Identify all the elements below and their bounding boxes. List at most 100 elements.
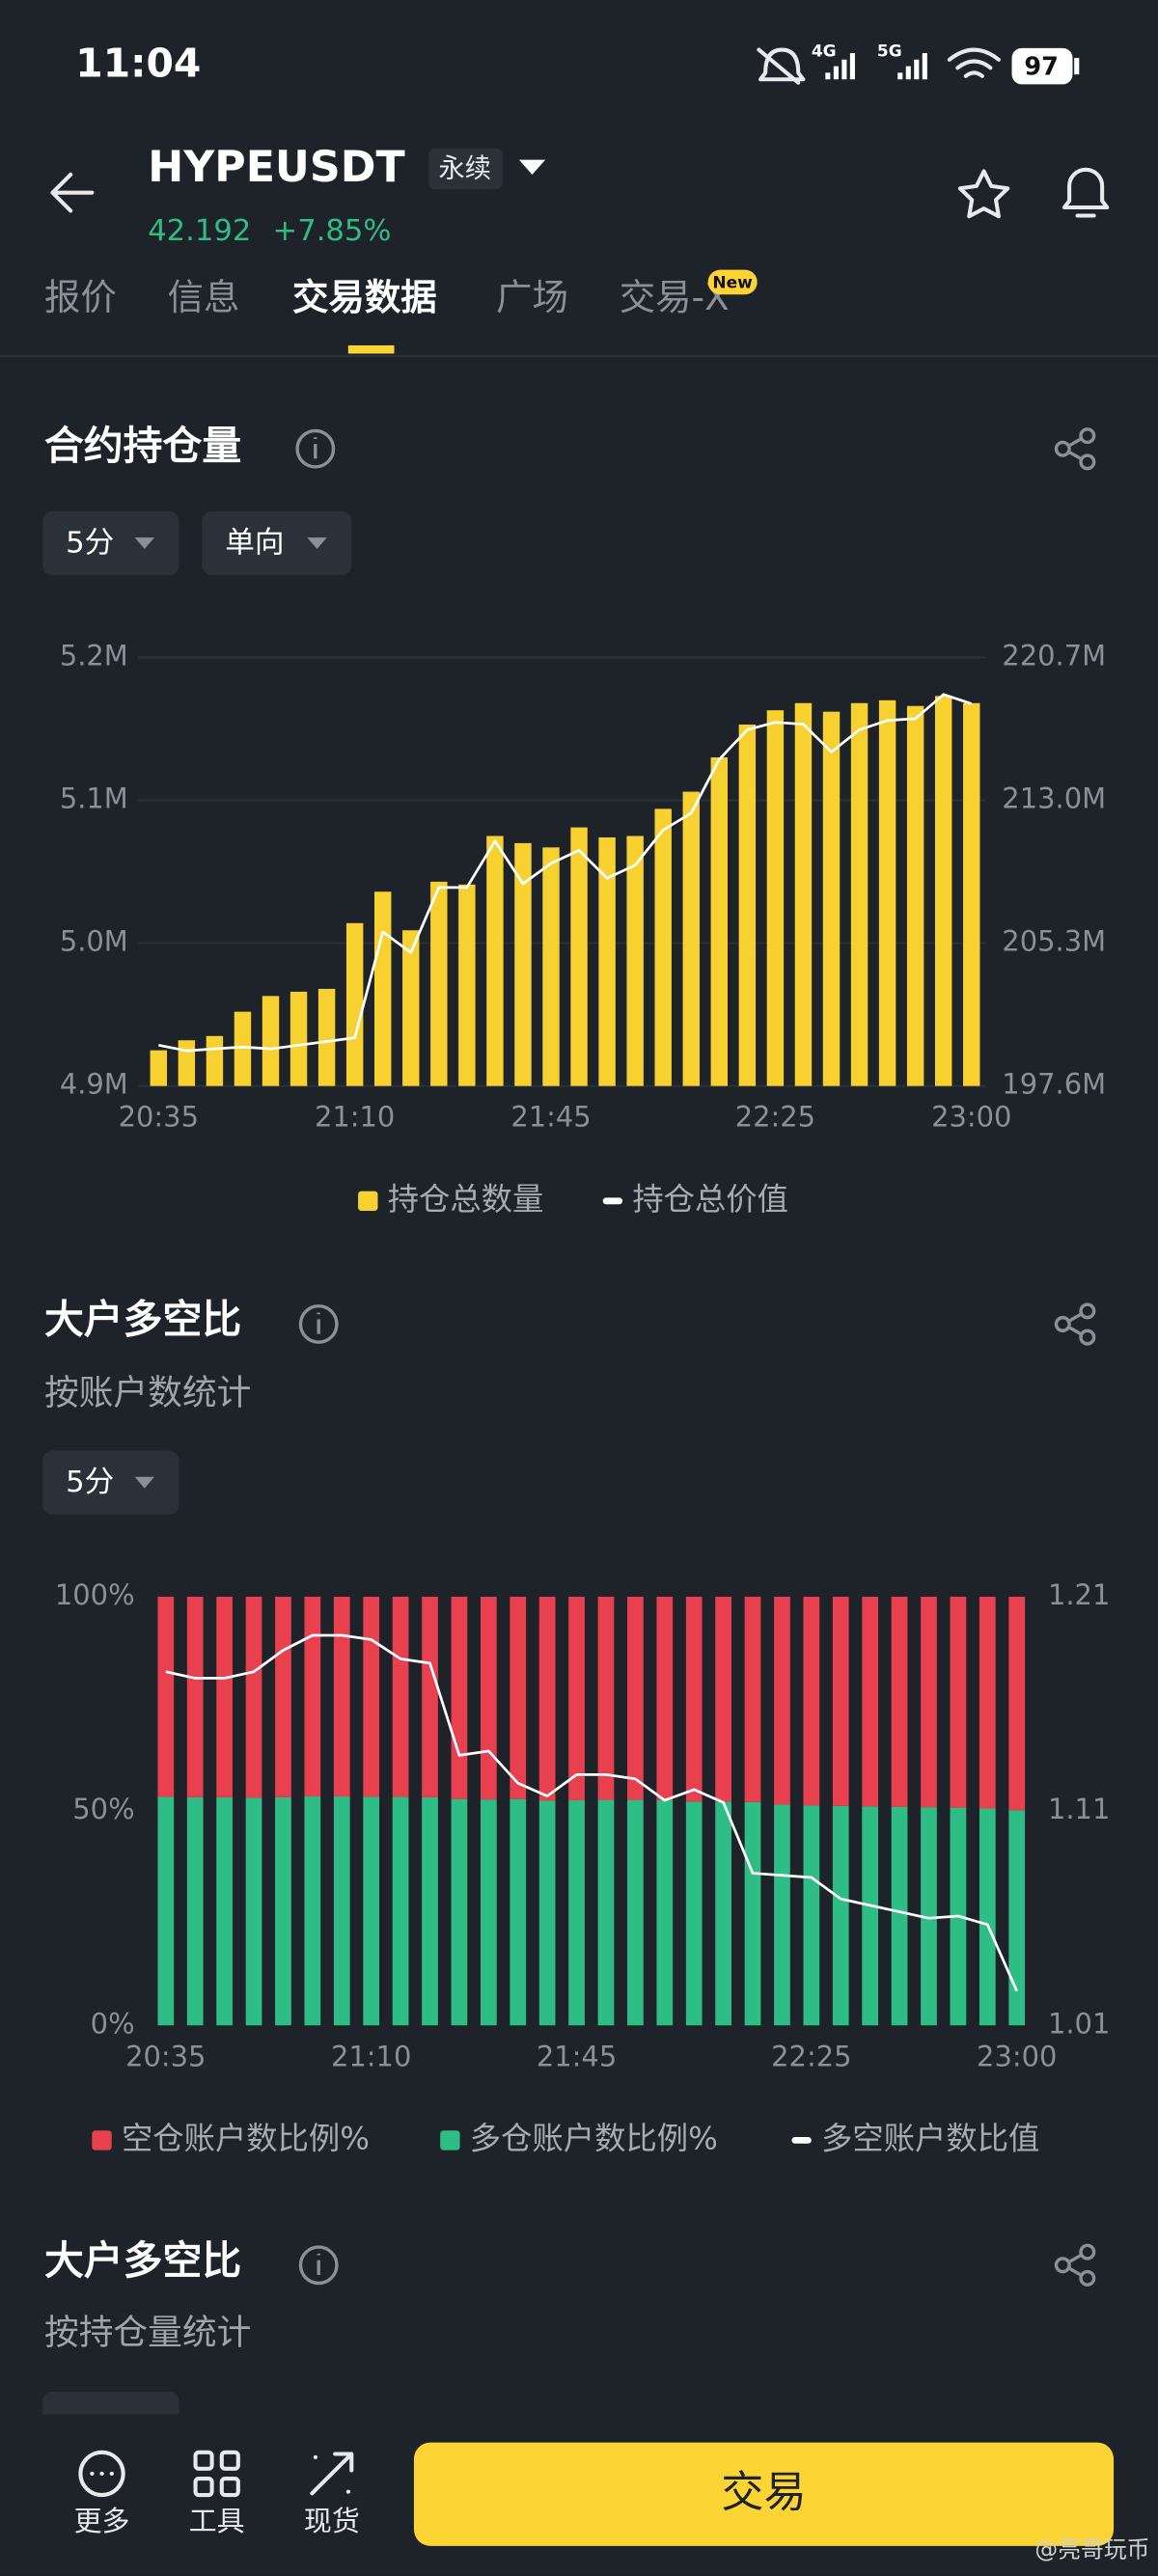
- bar: [822, 711, 841, 1086]
- bar-segment: [451, 1798, 468, 2026]
- mode-select[interactable]: [202, 510, 352, 576]
- bar-segment: [363, 1796, 380, 2026]
- legend-label: 持仓总数量: [388, 1181, 544, 1218]
- bar-segment: [392, 1796, 409, 2026]
- x-tick-label: 21:45: [537, 2040, 617, 2072]
- nav-label: 现货: [304, 2505, 360, 2537]
- nav-spot[interactable]: [310, 2452, 354, 2496]
- bar: [486, 836, 504, 1086]
- nav-label: 工具: [189, 2505, 245, 2537]
- nav-more[interactable]: [78, 2450, 125, 2498]
- bar-segment: [774, 1804, 790, 2026]
- legend-marker: [602, 1197, 623, 1205]
- select-caret: [307, 537, 327, 550]
- share-button[interactable]: [1054, 2243, 1096, 2287]
- nav-tools[interactable]: [193, 2450, 240, 2498]
- price-change: +7.85%: [273, 214, 392, 248]
- y-tick-label: 5.1M: [60, 781, 128, 814]
- bar-segment: [627, 1597, 644, 1800]
- info-icon[interactable]: [295, 428, 336, 469]
- legend-marker: [791, 2137, 812, 2144]
- bar: [402, 930, 420, 1086]
- legend-marker: [440, 2130, 460, 2151]
- select-label: 单向: [225, 526, 284, 560]
- alert-button[interactable]: [1062, 167, 1110, 218]
- x-tick-label: 23:00: [977, 2040, 1057, 2072]
- interval-select[interactable]: [42, 510, 179, 576]
- y2-tick-label: 213.0M: [1002, 781, 1106, 814]
- bar: [766, 710, 785, 1086]
- bar: [150, 1050, 168, 1086]
- bar-segment: [803, 1805, 820, 2026]
- info-icon[interactable]: [298, 2245, 339, 2286]
- share-button[interactable]: [1054, 1302, 1096, 1346]
- favorite-button[interactable]: [957, 169, 1010, 219]
- bar-segment: [538, 1597, 556, 1801]
- share-button[interactable]: [1054, 427, 1096, 471]
- tab[interactable]: 信息: [168, 276, 240, 318]
- watermark: @亮哥玩币: [1034, 2535, 1149, 2562]
- bar-segment: [685, 1597, 703, 1802]
- symbol-dropdown[interactable]: [518, 159, 546, 175]
- status-time: 11:04: [75, 41, 201, 87]
- tab[interactable]: 广场: [496, 276, 568, 318]
- bar: [317, 988, 336, 1086]
- price: 42.192: [148, 214, 251, 248]
- x-tick-label: 22:25: [735, 1101, 815, 1134]
- line: [158, 693, 973, 1053]
- bar-segment: [891, 1597, 908, 1807]
- x-tick-label: 21:10: [315, 1101, 395, 1134]
- bar: [234, 1011, 252, 1086]
- y-tick-label: 4.9M: [60, 1068, 128, 1101]
- y2-tick-label: 1.01: [1048, 2007, 1110, 2040]
- trade-button[interactable]: [413, 2442, 1115, 2546]
- bar-segment: [715, 1597, 731, 1802]
- bar: [570, 827, 588, 1086]
- bar: [458, 884, 476, 1086]
- bar: [794, 702, 813, 1086]
- bar-segment: [480, 1799, 497, 2026]
- section-title: 大户多空比: [44, 2237, 241, 2284]
- bar-segment: [627, 1799, 644, 2026]
- bar-segment: [245, 1797, 262, 2026]
- section-title: 大户多空比: [44, 1297, 241, 1343]
- bar: [373, 891, 392, 1086]
- line: [165, 1633, 1018, 1992]
- bar: [906, 705, 924, 1086]
- bar: [542, 847, 560, 1086]
- y-tick-label: 100%: [55, 1578, 135, 1611]
- bar-segment: [744, 1597, 761, 1802]
- interval-select[interactable]: [42, 1450, 179, 1515]
- x-tick-label: 20:35: [119, 1101, 199, 1134]
- select-caret: [134, 537, 154, 550]
- legend-label: 多仓账户数比例%: [470, 2120, 718, 2156]
- y2-tick-label: 220.7M: [1002, 639, 1106, 671]
- bar: [626, 836, 644, 1086]
- divider: [0, 355, 1158, 357]
- tab-active[interactable]: 交易数据: [292, 276, 437, 318]
- bar-segment: [186, 1796, 204, 2026]
- tab[interactable]: 报价: [44, 276, 117, 318]
- back-button[interactable]: [50, 172, 95, 213]
- y-tick-label: 5.2M: [60, 639, 128, 671]
- bar: [178, 1040, 196, 1086]
- bar-segment: [275, 1597, 291, 1797]
- bar-segment: [304, 1597, 321, 1797]
- bar-segment: [216, 1796, 233, 2026]
- bar-segment: [1008, 1810, 1026, 2026]
- bar: [878, 699, 896, 1086]
- bar-segment: [597, 1799, 615, 2026]
- legend-marker: [358, 1191, 378, 1211]
- battery-level: 97: [1024, 52, 1059, 81]
- symbol: HYPEUSDT: [148, 143, 404, 192]
- bar-segment: [392, 1597, 409, 1797]
- bar-segment: [979, 1808, 996, 2026]
- bar: [654, 808, 672, 1086]
- bar: [710, 757, 729, 1086]
- bar-segment: [744, 1801, 761, 2026]
- bar-segment: [568, 1597, 585, 1801]
- bar-segment: [304, 1796, 321, 2026]
- info-icon[interactable]: [298, 1304, 339, 1344]
- bar-segment: [774, 1597, 790, 1805]
